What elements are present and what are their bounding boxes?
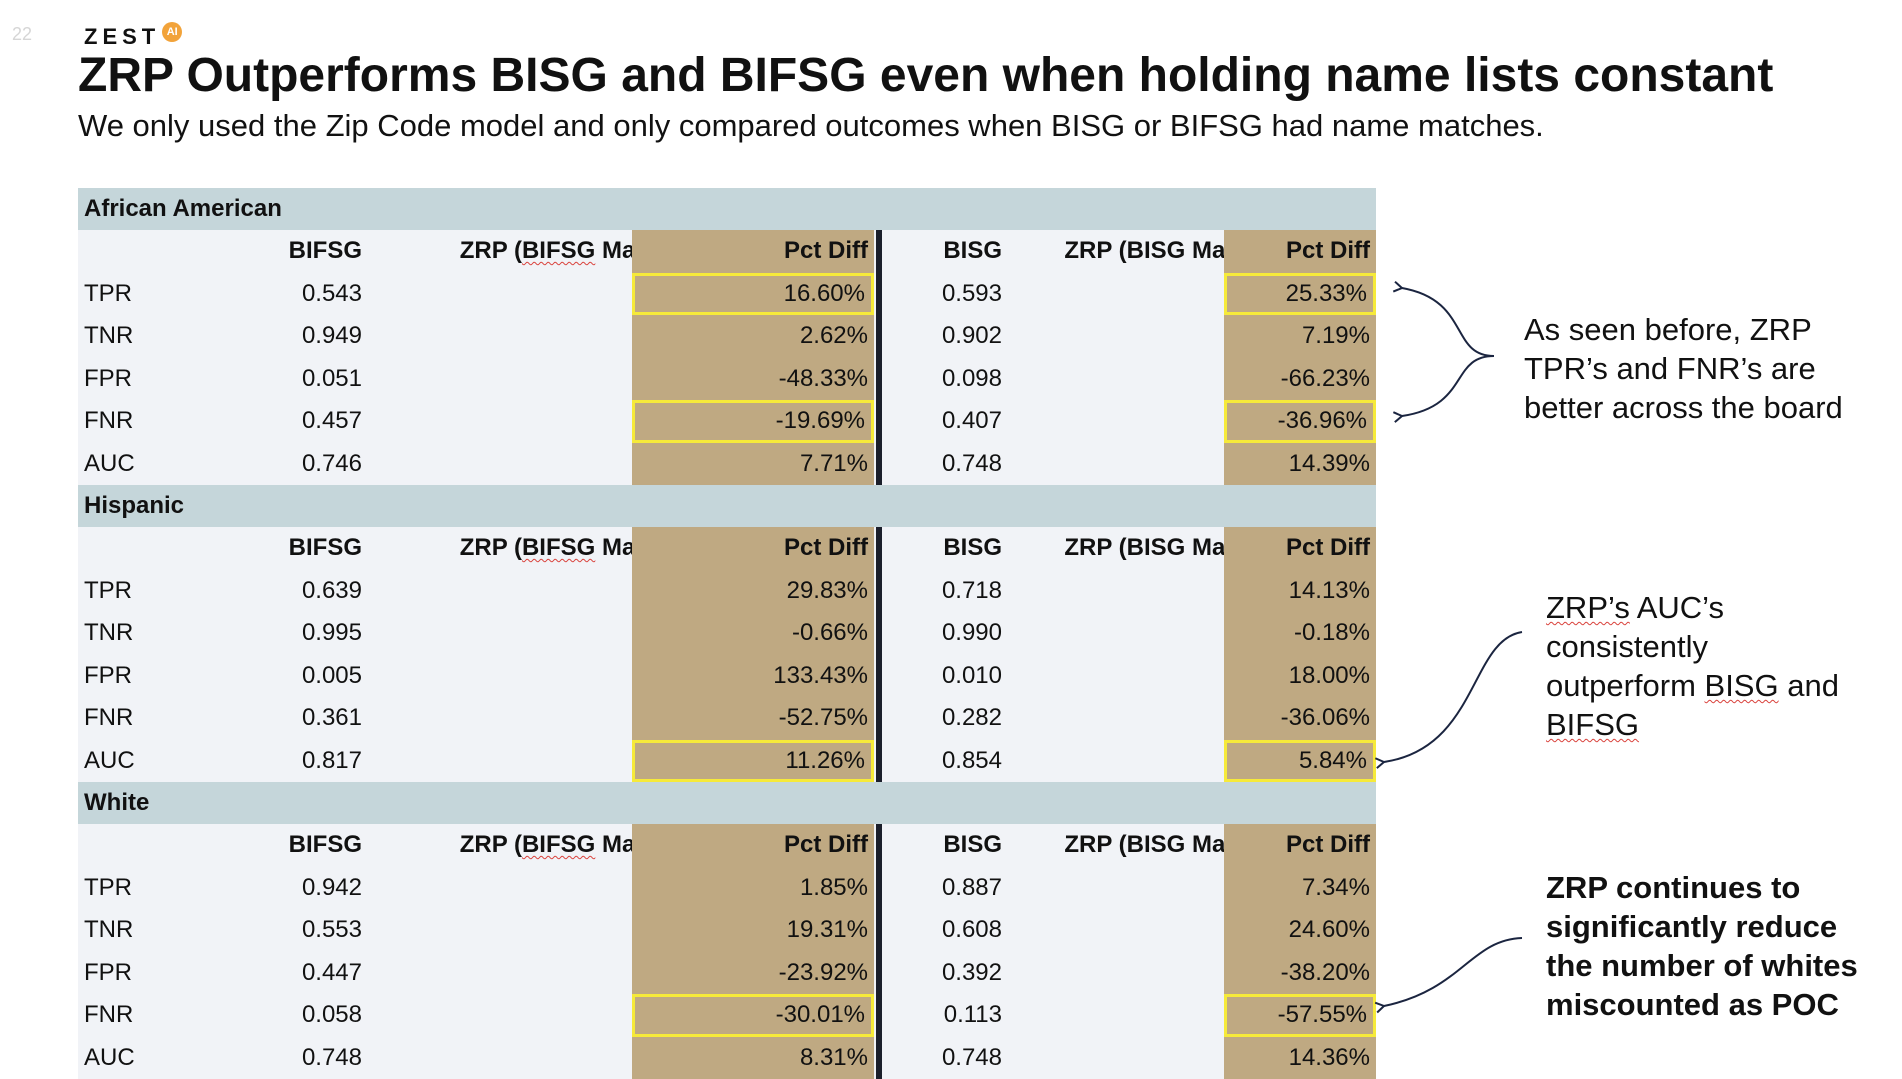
brace-arrow-lower	[1402, 356, 1494, 416]
arrow-whites	[1384, 938, 1522, 1006]
arrow-auc	[1384, 632, 1522, 762]
brace-arrow-upper	[1402, 288, 1494, 356]
